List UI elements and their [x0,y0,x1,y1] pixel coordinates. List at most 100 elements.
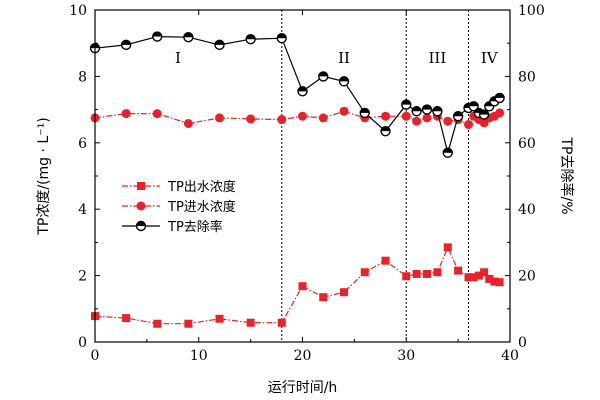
legend-label: TP出水浓度 [167,179,236,195]
x-tick-label: 10 [190,348,208,364]
data-point-half-circle [338,76,350,87]
right-y-axis-label: TP去除率/% [558,136,575,214]
data-point-half-circle [183,32,194,43]
data-point-circle [381,111,390,121]
data-point-half-circle [411,106,422,117]
data-point-circle [121,109,131,119]
marker-fill [121,40,131,45]
data-point-square [215,314,224,323]
data-point-square [490,277,499,286]
y-right-tick-label: 0 [518,335,527,351]
data-point-square [423,269,431,278]
y-right-tick-label: 40 [518,202,536,218]
data-point-circle [152,109,162,119]
legend: TP出水浓度 TP进水浓度 TP去除率 [122,179,236,235]
data-point-circle [495,108,505,118]
data-point-circle [401,111,411,121]
x-tick-label: 0 [91,348,100,364]
marker-fill [381,126,390,132]
data-point-half-circle [442,147,453,158]
marker-fill [443,148,453,153]
plot-frame [94,9,511,343]
data-point-square [153,319,162,328]
data-point-square [412,269,421,278]
data-point-circle [412,116,422,126]
data-point-square [381,256,390,265]
data-point-circle [215,113,224,123]
marker-fill [318,71,328,77]
data-point-circle [318,113,328,123]
data-point-circle [136,201,146,211]
legend-item: TP出水浓度 [122,179,236,195]
y-left-tick-label: 8 [78,69,87,85]
legend-item: TP去除率 [122,219,223,235]
data-point-square [122,314,131,323]
data-point-square [277,318,286,327]
y-right-tick-label: 100 [518,3,545,19]
left-y-axis-label: TP浓度/(mg · L⁻¹) [36,117,52,235]
data-point-half-circle [152,31,163,42]
y-right-tick-label: 60 [518,136,536,152]
data-point-square [469,273,478,282]
data-point-square [464,273,473,282]
phase-boundary-lines [281,10,469,342]
data-point-half-circle [421,104,433,115]
marker-fill [469,101,479,107]
phase-label: IV [481,49,499,67]
phase-label: I [175,49,181,67]
series-TP去除率 [89,31,505,158]
data-point-half-circle [245,34,256,45]
data-point-square [340,288,348,297]
data-point-square [454,266,463,275]
y-right-tick-label: 80 [518,69,536,85]
marker-fill [401,100,411,105]
marker-fill [432,106,442,112]
data-point-half-circle [297,86,308,97]
data-point-circle [443,116,453,126]
marker-fill [298,86,307,92]
y-left-tick-label: 4 [78,202,87,218]
data-point-half-circle [452,111,464,122]
x-axis-label: 运行时间/h [268,380,338,396]
data-point-square [474,271,483,280]
data-point-circle [422,113,432,123]
data-point-square [246,318,255,327]
data-point-circle [183,119,193,129]
y-left-tick-label: 6 [78,136,87,152]
data-point-half-circle [214,39,225,51]
data-point-square [360,268,369,277]
phase-label: III [428,49,446,67]
data-point-half-circle [478,109,490,120]
series-layer [89,31,505,328]
data-point-half-circle [432,106,443,117]
data-point-square [443,243,452,252]
axis-ticks [94,9,511,343]
phase-labels: I II III IV [175,49,499,67]
marker-fill [495,93,505,98]
y-right-tick-label: 20 [518,269,536,285]
x-tick-label: 30 [397,348,415,364]
marker-fill [479,110,489,115]
data-point-half-circle [318,71,329,82]
marker-fill [360,108,370,113]
legend-label: TP进水浓度 [167,199,236,215]
marker-fill [215,40,224,45]
data-point-square [184,319,193,328]
data-point-circle [339,106,349,116]
data-point-circle [464,120,473,130]
data-point-circle [246,114,256,124]
data-point-square [480,268,489,277]
data-point-half-circle [359,107,370,119]
y-left-tick-label: 0 [78,335,87,351]
marker-fill [246,34,256,40]
data-point-half-circle [468,101,479,112]
data-point-half-circle [401,99,412,110]
marker-fill [277,33,287,39]
data-point-circle [298,111,307,121]
legend-item: TP进水浓度 [122,199,236,215]
data-point-square [495,278,504,287]
marker-fill [412,106,422,112]
y-left-tick-label: 2 [78,269,87,285]
